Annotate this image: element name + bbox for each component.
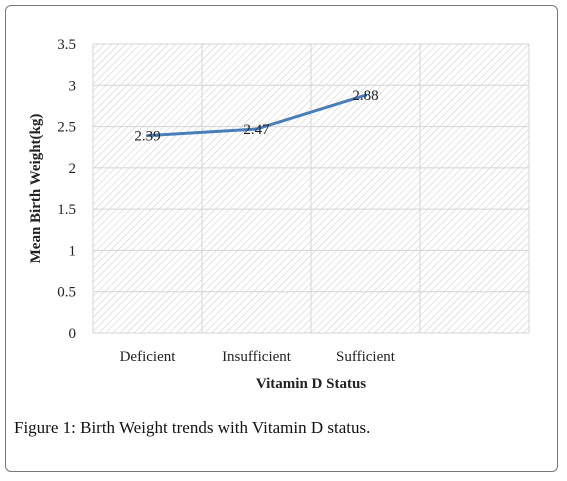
y-tick-label: 2.5: [57, 120, 76, 136]
x-category-label: Deficient: [120, 349, 177, 365]
caption-text: Birth Weight trends with Vitamin D statu…: [75, 418, 371, 437]
data-label: 2.47: [243, 122, 270, 138]
y-tick-label: 1: [69, 243, 77, 259]
caption-label: Figure 1:: [14, 418, 76, 437]
data-point: [255, 127, 258, 131]
data-label: 2.88: [352, 88, 378, 104]
y-tick-label: 3.5: [57, 37, 76, 53]
figure-caption: Figure 1: Birth Weight trends with Vitam…: [14, 418, 544, 438]
x-axis-title: Vitamin D Status: [256, 376, 366, 392]
y-tick-label: 3: [69, 78, 77, 94]
y-tick-label: 1.5: [57, 202, 76, 218]
data-point: [146, 134, 149, 138]
x-category-label: Sufficient: [336, 349, 396, 365]
y-tick-label: 0.5: [57, 285, 76, 301]
y-tick-label: 2: [69, 161, 77, 177]
y-axis-title: Mean Birth Weight(kg): [28, 114, 44, 264]
y-tick-label: 0: [69, 326, 77, 342]
data-label: 2.39: [134, 129, 160, 145]
x-category-label: Insufficient: [222, 349, 292, 365]
data-point: [364, 93, 367, 97]
